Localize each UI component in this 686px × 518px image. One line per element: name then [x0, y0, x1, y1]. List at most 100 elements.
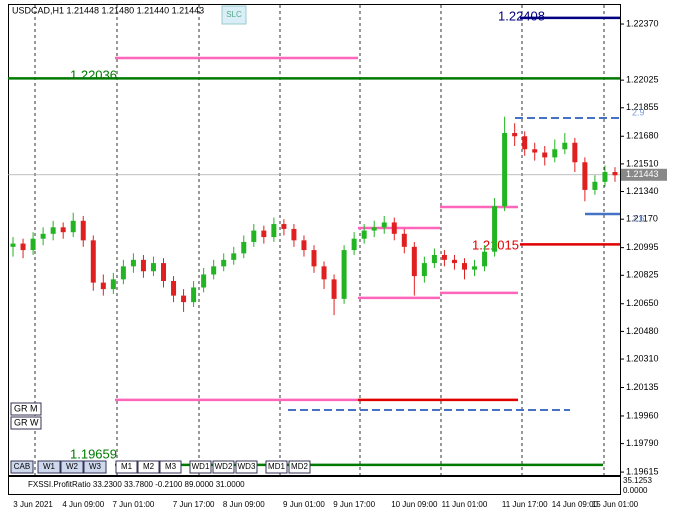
candle-body — [80, 220, 86, 241]
candle-body — [361, 230, 367, 239]
candle-body — [542, 152, 548, 158]
candle-body — [241, 241, 247, 254]
bottom-button[interactable] — [10, 460, 34, 474]
candle-body — [502, 132, 508, 207]
bottom-button-label: WD1 — [192, 462, 210, 471]
candle-body — [411, 246, 417, 277]
bottom-button[interactable] — [189, 460, 212, 474]
candle-body — [562, 142, 568, 150]
candle-body — [30, 238, 36, 251]
x-tick-label: 7 Jun 17:00 — [173, 500, 215, 509]
side-button-label: GR W — [14, 417, 39, 427]
candle-body — [171, 280, 177, 296]
y-tick-label: 1.21170 — [626, 214, 658, 224]
candle-body — [110, 279, 116, 290]
candle-body — [90, 240, 96, 283]
bottom-button-label: W1 — [43, 462, 56, 471]
candle-body — [191, 287, 197, 303]
slc-label: SLC — [226, 10, 242, 19]
y-tick-label: 1.19790 — [626, 438, 659, 448]
x-tick-label: 3 Jun 2021 — [13, 500, 53, 509]
indicator-tick: 35.1253 — [623, 476, 652, 485]
bottom-button[interactable] — [265, 460, 288, 474]
bottom-button-label: W2 — [66, 462, 79, 471]
candle-body — [40, 233, 46, 239]
side-button-label: GR M — [14, 403, 38, 413]
x-tick-label: 11 Jun 01:00 — [442, 500, 488, 509]
bottom-button-label: W3 — [89, 462, 102, 471]
candle-body — [522, 136, 528, 150]
candle-body — [261, 230, 267, 238]
candle-body — [211, 266, 217, 275]
bottom-button-label: M1 — [121, 462, 133, 471]
candle-body — [100, 282, 106, 290]
bottom-button[interactable] — [235, 460, 258, 474]
bottom-button-label: M3 — [165, 462, 177, 471]
candle-body — [552, 149, 558, 158]
candle-body — [231, 253, 237, 260]
candle-body — [311, 250, 317, 267]
candle-body — [201, 274, 207, 288]
bottom-button-label: WD2 — [215, 462, 233, 471]
candle-body — [10, 243, 16, 247]
x-tick-label: 9 Jun 17:00 — [333, 500, 375, 509]
candle-body — [602, 172, 608, 182]
level-label: 1.22036 — [70, 67, 117, 82]
x-tick-label: 4 Jun 09:00 — [62, 500, 104, 509]
candle-body — [221, 259, 227, 267]
side-button[interactable] — [10, 416, 42, 430]
candle-body — [150, 263, 156, 272]
x-tick-label: 14 Jun 09:00 — [552, 500, 599, 509]
bottom-button[interactable] — [212, 460, 235, 474]
candle-body — [291, 228, 297, 241]
candle-body — [271, 224, 277, 238]
candle-body — [451, 259, 457, 264]
side-button[interactable] — [10, 402, 42, 416]
candle-body — [441, 254, 447, 260]
x-tick-label: 8 Jun 09:00 — [223, 500, 265, 509]
candle-body — [461, 263, 467, 270]
bottom-button-label: WD3 — [238, 462, 256, 471]
candle-body — [281, 224, 287, 229]
bottom-button-label: MD2 — [291, 462, 308, 471]
current-price-label: 1.21443 — [626, 169, 659, 179]
candle-body — [351, 238, 357, 251]
y-tick-label: 1.20480 — [626, 326, 659, 336]
y-tick-label: 1.21510 — [626, 158, 659, 168]
candle-body — [251, 230, 257, 242]
candle-body — [612, 172, 618, 176]
candle-body — [120, 266, 126, 280]
candle-body — [60, 227, 66, 233]
candle-body — [401, 233, 407, 247]
bottom-button[interactable] — [37, 460, 61, 474]
bottom-button-label: CAB — [14, 462, 30, 471]
y-tick-label: 1.20995 — [626, 242, 659, 252]
bottom-button[interactable] — [60, 460, 84, 474]
y-tick-label: 1.20650 — [626, 298, 659, 308]
bottom-button[interactable] — [288, 460, 311, 474]
bottom-button[interactable] — [137, 460, 160, 474]
x-tick-label: 10 Jun 09:00 — [391, 500, 438, 509]
candle-body — [572, 142, 578, 163]
y-tick-label: 1.20135 — [626, 382, 659, 392]
subwindow-frame — [8, 476, 621, 495]
candle-body — [331, 279, 337, 299]
y-tick-label: 1.22370 — [626, 18, 659, 28]
candle-body — [301, 240, 307, 251]
candle-body — [20, 243, 26, 251]
y-tick-label: 1.21855 — [626, 102, 659, 112]
candle-body — [181, 295, 187, 303]
candle-body — [512, 132, 518, 137]
y-tick-label: 1.20310 — [626, 353, 659, 363]
bottom-button[interactable] — [83, 460, 107, 474]
slc-button[interactable] — [221, 5, 247, 25]
candle-body — [582, 162, 588, 190]
candle-body — [321, 266, 327, 280]
candle-body — [371, 227, 377, 231]
bottom-button[interactable] — [115, 460, 138, 474]
candle-body — [492, 206, 498, 252]
level-label: 1.19659 — [70, 446, 117, 461]
bottom-button[interactable] — [159, 460, 182, 474]
